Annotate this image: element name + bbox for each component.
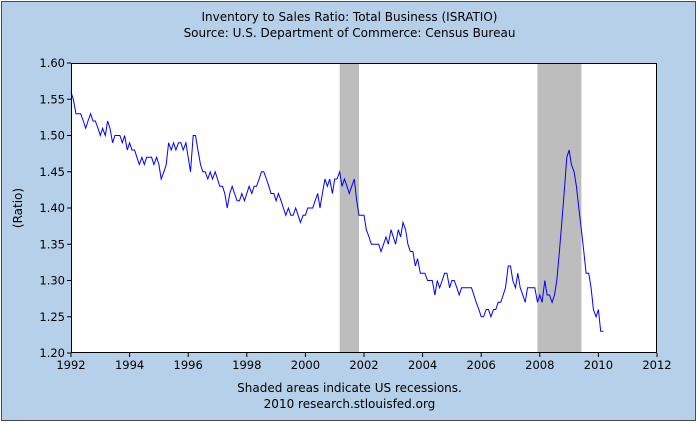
x-axis: 1992 1994 1996 1998 2000 2002 2004 2006 2008 2010… [56,353,672,372]
recession-band-1 [339,63,360,353]
source-footnote: 2010 research.stlouisfed.org [263,397,436,411]
x-tick-label: 2010 [584,358,613,372]
x-tick-label: 1994 [115,358,144,372]
chart-title: Inventory to Sales Ratio: Total Business… [201,10,498,24]
recession-band-2 [537,63,582,353]
y-axis-label: (Ratio) [11,188,25,228]
y-tick-label: 1.55 [39,92,65,106]
x-tick-label: 2006 [467,358,496,372]
recession-shading [339,63,582,353]
x-tick-label: 1992 [56,358,85,372]
y-tick-label: 1.40 [39,201,65,215]
y-tick-label: 1.45 [39,165,65,179]
y-tick-label: 1.50 [39,129,65,143]
x-tick-label: 2004 [408,358,437,372]
series-line-1 [70,91,604,332]
x-tick-label: 2000 [291,358,320,372]
x-tick-label: 2012 [642,358,671,372]
chart-subtitle: Source: U.S. Department of Commerce: Cen… [183,26,516,40]
series-layer [70,91,604,332]
plot-border [71,63,657,353]
y-tick-label: 1.25 [39,310,65,324]
y-tick-label: 1.35 [39,237,65,251]
recession-footnote: Shaded areas indicate US recessions. [237,381,462,395]
x-tick-label: 2008 [525,358,554,372]
y-tick-label: 1.20 [39,346,65,360]
y-tick-label: 1.60 [39,56,65,70]
y-tick-label: 1.30 [39,274,65,288]
x-tick-label: 1996 [174,358,203,372]
x-tick-label: 1998 [232,358,261,372]
x-tick-label: 2002 [349,358,378,372]
y-axis: 1.20 1.25 1.30 1.35 1.40 1.45 1.50 1.55 1.60 [39,56,71,360]
